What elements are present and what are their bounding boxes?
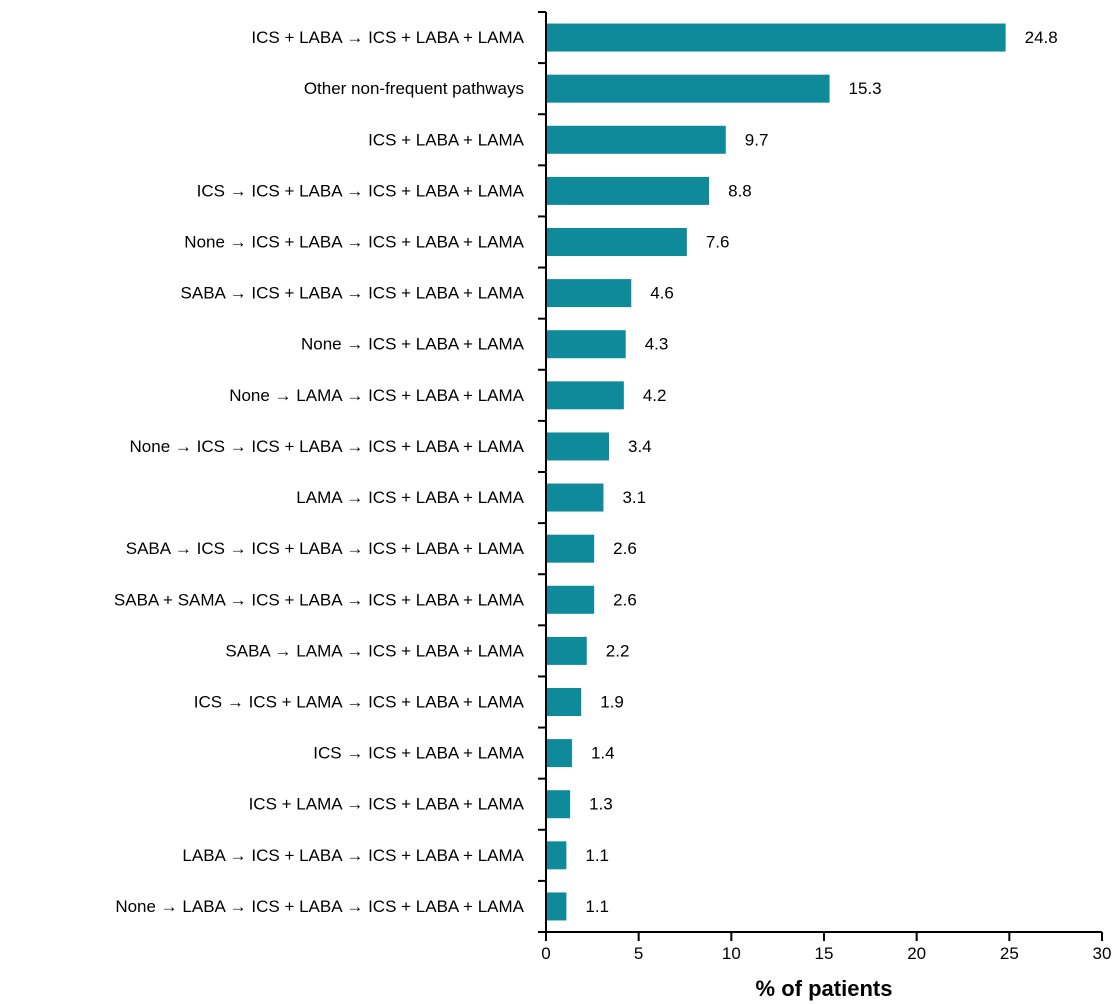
category-label: SABA → LAMA → ICS + LABA + LAMA [225, 641, 524, 660]
data-label: 8.8 [728, 181, 752, 200]
data-label: 1.1 [585, 846, 609, 865]
data-label: 3.4 [628, 437, 652, 456]
data-label: 1.4 [591, 744, 615, 763]
bar [547, 381, 624, 410]
value-labels: 24.8 15.3 9.7 8.8 7.6 4.6 4.3 4.2 3.4 3.1 2.6 2.6 2.… [585, 28, 1057, 916]
x-tick-label: 20 [907, 944, 926, 963]
bar [547, 125, 726, 154]
x-tick-label: 5 [634, 944, 643, 963]
x-tick-label: 25 [1000, 944, 1019, 963]
category-label: ICS → ICS + LAMA → ICS + LABA + LAMA [194, 693, 525, 712]
category-label: SABA → ICS + LABA → ICS + LABA + LAMA [181, 284, 525, 303]
bar [547, 228, 687, 256]
bar [547, 892, 567, 921]
x-tick-label: 0 [541, 944, 550, 963]
category-label: ICS → ICS + LABA → ICS + LABA + LAMA [197, 181, 525, 200]
data-label: 1.1 [585, 897, 609, 916]
x-axis-ticks: 0 5 10 15 20 25 30 [541, 932, 1111, 963]
y-axis-ticks [538, 11, 546, 933]
category-label: SABA + SAMA → ICS + LABA → ICS + LABA + … [114, 590, 525, 609]
bar [547, 739, 572, 768]
category-label: SABA → ICS → ICS + LABA → ICS + LABA + L… [126, 539, 525, 558]
category-label: Other non-frequent pathways [304, 79, 524, 98]
category-label: LAMA → ICS + LABA + LAMA [296, 488, 524, 507]
x-axis-title: % of patients [756, 976, 893, 1001]
bar [547, 534, 595, 563]
category-label: None → LABA → ICS + LABA → ICS + LABA + … [115, 897, 524, 916]
bar [547, 688, 582, 716]
data-label: 2.6 [613, 590, 637, 609]
category-label: ICS + LABA + LAMA [368, 130, 525, 149]
bar [547, 432, 610, 461]
bar [547, 790, 571, 819]
x-tick-label: 10 [722, 944, 741, 963]
bar [547, 176, 710, 205]
bar [547, 585, 595, 614]
category-label: ICS + LAMA → ICS + LABA + LAMA [249, 795, 525, 814]
data-label: 7.6 [706, 233, 730, 252]
category-label: LABA → ICS + LABA → ICS + LABA + LAMA [182, 846, 524, 865]
data-label: 15.3 [849, 79, 882, 98]
category-labels: ICS + LABA → ICS + LABA + LAMA Other non-… [114, 28, 525, 916]
x-tick-label: 15 [815, 944, 834, 963]
data-label: 4.6 [650, 284, 674, 303]
bar [547, 74, 830, 103]
data-label: 24.8 [1025, 28, 1058, 47]
category-label: ICS + LABA → ICS + LABA + LAMA [251, 28, 524, 47]
category-label: None → ICS + LABA → ICS + LABA + LAMA [184, 233, 524, 252]
category-label: None → LAMA → ICS + LABA + LAMA [229, 386, 524, 405]
bar [547, 279, 632, 308]
category-label: ICS → ICS + LABA + LAMA [313, 744, 524, 763]
data-label: 1.9 [600, 693, 624, 712]
data-label: 9.7 [745, 130, 769, 149]
bar [547, 330, 626, 359]
data-label: 2.2 [606, 641, 630, 660]
bar [547, 841, 567, 870]
data-label: 3.1 [622, 488, 646, 507]
data-label: 4.3 [645, 335, 669, 354]
bar [547, 23, 1006, 52]
data-label: 4.2 [643, 386, 667, 405]
bars-group [547, 23, 1006, 921]
x-tick-label: 30 [1093, 944, 1112, 963]
category-label: None → ICS + LABA + LAMA [301, 335, 525, 354]
bar [547, 636, 587, 665]
data-label: 1.3 [589, 795, 613, 814]
category-label: None → ICS → ICS + LABA → ICS + LABA + L… [130, 437, 525, 456]
bar [547, 483, 604, 512]
data-label: 2.6 [613, 539, 637, 558]
